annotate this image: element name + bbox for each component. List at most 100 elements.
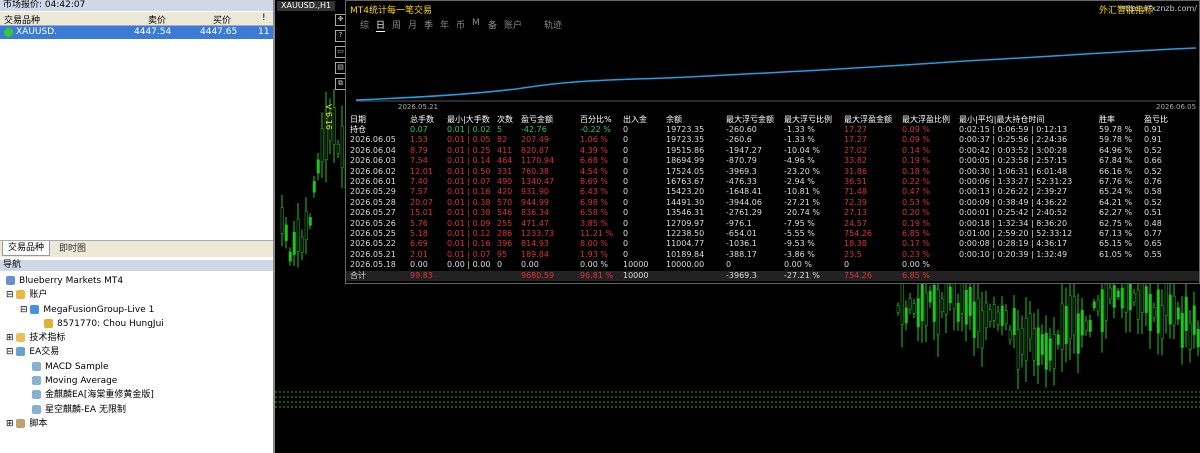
label: 技术指标 (29, 333, 66, 344)
candle (304, 211, 308, 240)
column-header: 卖价 (148, 16, 167, 26)
tree-item[interactable]: 8571770: Chou HungJui (0, 317, 273, 331)
candle (908, 297, 912, 310)
table-cell: 15.01 (410, 208, 433, 218)
table-cell: 1340.47 (521, 177, 555, 186)
table-cell: 1170.94 (521, 156, 555, 166)
table-header: 最大浮亏比例 (784, 115, 832, 124)
table-cell: -3969.3 (726, 166, 757, 176)
candle (948, 286, 952, 304)
candle (1092, 301, 1096, 309)
tree-item[interactable]: ⊞ 技术指标 (6, 333, 66, 344)
candle (308, 217, 312, 226)
period-tab[interactable]: 币 (456, 21, 466, 31)
curve (355, 47, 1197, 101)
table-cell: 3.85 % (580, 218, 608, 228)
candle (1096, 299, 1100, 312)
candle (1116, 290, 1120, 298)
period-tab[interactable]: 综 (360, 21, 370, 31)
candle (284, 224, 288, 241)
period-tab[interactable]: 日 (376, 18, 386, 32)
period-tab[interactable]: 月 (408, 21, 418, 31)
table-cell: 546 (497, 208, 513, 218)
column-header: 交易品种 (4, 16, 41, 26)
table-cell: 2026.05.21 (350, 249, 396, 259)
table-cell: 0:00:09 | 0:38:49 | 4:36:22 (959, 197, 1068, 207)
label: EA交易 (29, 347, 60, 358)
tree-item[interactable]: ⊟ EA交易 (6, 347, 60, 358)
tree-item[interactable]: ⊟ MegaFusionGroup-Live 1 (20, 304, 155, 315)
table-cell: 31.86 (844, 166, 867, 176)
period-tab[interactable]: M (472, 18, 480, 28)
period-tab[interactable]: 轨迹 (544, 21, 563, 31)
chart-tab[interactable]: XAUUSD.,H1 (277, 1, 336, 11)
table-cell: 71.48 (844, 187, 867, 197)
table-cell: 1.53 (410, 135, 428, 145)
table-cell: -654.01 (726, 229, 757, 238)
candle (1016, 329, 1020, 370)
table-header: 总手数 (410, 115, 434, 124)
table-cell: 0:00:08 | 0:28:19 | 4:36:17 (959, 239, 1068, 249)
table-cell: 0.51 (1144, 208, 1162, 218)
period-tab[interactable]: 账户 (504, 21, 523, 31)
tree-item[interactable]: MACD Sample (0, 360, 273, 374)
candle (1068, 295, 1072, 339)
table-cell: 754.26 (844, 270, 872, 280)
table-cell: 5.18 (410, 229, 428, 238)
table-cell: 6.58 % (580, 208, 608, 218)
tree-item[interactable]: 金麒麟EA[海棠重修黄金版] (0, 388, 273, 402)
table-cell: 17.27 (844, 125, 867, 134)
table-cell: 19515.86 (666, 145, 705, 155)
table-cell: 0.55 (1144, 249, 1162, 259)
table-cell: 0.00 (410, 260, 428, 270)
candle (1000, 305, 1004, 326)
spread: 11 (258, 27, 270, 37)
table-cell: 0.09 % (902, 125, 930, 134)
table-cell: 0 (623, 145, 629, 155)
candle (940, 298, 944, 312)
table-cell: 0.17 % (902, 239, 930, 249)
table-cell: 7.54 (410, 156, 428, 166)
candle (1024, 318, 1028, 361)
period-tab[interactable]: 备 (488, 21, 498, 31)
symbol-row[interactable]: XAUUSD. 4447.54 4447.65 11 (0, 26, 273, 39)
column-header: ! (262, 13, 266, 23)
candle (1072, 296, 1076, 336)
table-cell: 62.27 % (1099, 208, 1133, 218)
table-cell: 820.87 (521, 145, 549, 155)
label: 脚本 (29, 418, 48, 429)
period-tab[interactable]: 周 (392, 21, 402, 31)
tree-item[interactable]: Moving Average (0, 374, 273, 388)
tab[interactable]: 交易品种 (2, 241, 51, 256)
table-cell: -976.1 (726, 218, 752, 228)
table-cell: 0.01 | 0.12 (447, 229, 491, 238)
candle (932, 284, 936, 322)
table-header: 出入金 (623, 115, 647, 124)
table-cell: 0.01 | 0.16 (447, 187, 491, 197)
table-cell: 27.02 (844, 145, 867, 155)
left-panel: 市场报价: 04:42:07 交易品种 卖价 买价 ! XAUUSD. 4447… (0, 0, 275, 453)
tree-item[interactable]: 星空麒麟-EA 无限制 (0, 403, 273, 417)
tree-item[interactable]: Blueberry Markets MT4 (0, 274, 273, 288)
table-cell: 0.14 % (902, 145, 930, 155)
table-cell: 8.00 % (580, 239, 608, 249)
bid: 4447.54 (134, 27, 172, 37)
table-cell: 1233.73 (521, 229, 555, 238)
table-cell: -1.33 % (784, 125, 815, 134)
table-cell: 33.82 (844, 156, 867, 166)
table-cell: 持仓 (350, 125, 366, 134)
candle (328, 112, 332, 141)
table-cell: 0 (623, 249, 629, 259)
tree-item[interactable]: ⊞ 脚本 (6, 418, 48, 429)
url[interactable]: https://fxznzb.com/ (1119, 4, 1197, 13)
period-tab[interactable]: 季 (424, 21, 434, 31)
tab[interactable]: 即时图 (59, 244, 87, 254)
tree-item[interactable]: ⊟ 账户 (6, 290, 48, 301)
table-cell: 67.84 % (1099, 156, 1133, 166)
market-watch-title: 市场报价: 04:42:07 (0, 0, 273, 11)
table-cell: 0.52 (1144, 166, 1162, 176)
candle (1020, 328, 1024, 355)
table-cell: 814.93 (521, 239, 549, 249)
period-tab[interactable]: 年 (440, 21, 450, 31)
label: 星空麒麟-EA 无限制 (45, 404, 126, 415)
